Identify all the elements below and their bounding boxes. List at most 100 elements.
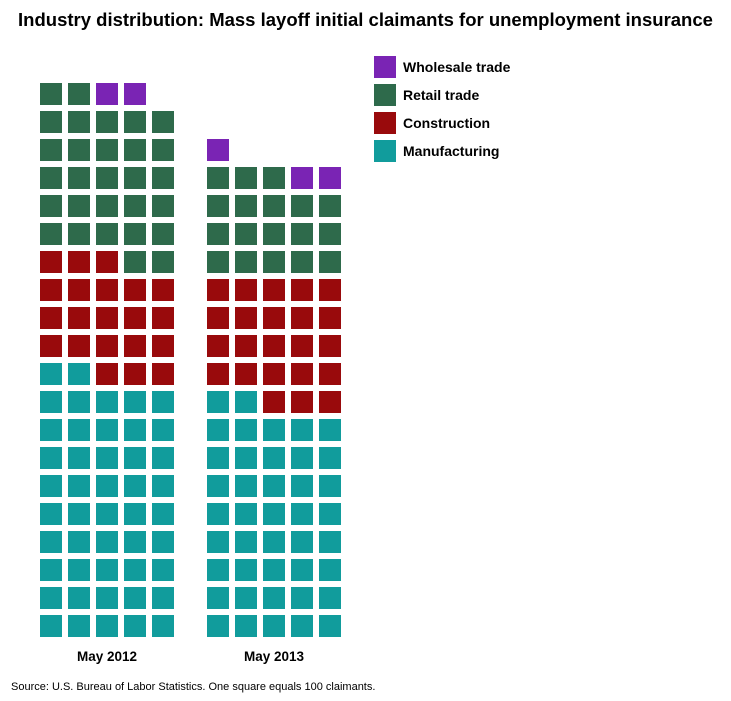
square-manufacturing-may-2012 (124, 531, 146, 553)
square-retail-trade-may-2013 (207, 251, 229, 273)
square-manufacturing-may-2013 (263, 559, 285, 581)
square-manufacturing-may-2013 (235, 475, 257, 497)
square-retail-trade-may-2012 (40, 111, 62, 133)
square-construction-may-2013 (207, 307, 229, 329)
square-manufacturing-may-2012 (152, 531, 174, 553)
square-manufacturing-may-2013 (235, 419, 257, 441)
square-manufacturing-may-2013 (263, 503, 285, 525)
square-manufacturing-may-2012 (96, 587, 118, 609)
square-construction-may-2012 (68, 335, 90, 357)
square-wholesale-trade-may-2012 (96, 83, 118, 105)
square-manufacturing-may-2012 (96, 419, 118, 441)
square-retail-trade-may-2012 (96, 111, 118, 133)
square-construction-may-2013 (319, 335, 341, 357)
square-manufacturing-may-2013 (235, 391, 257, 413)
square-manufacturing-may-2012 (40, 587, 62, 609)
square-manufacturing-may-2013 (291, 419, 313, 441)
square-manufacturing-may-2012 (152, 419, 174, 441)
square-manufacturing-may-2013 (263, 615, 285, 637)
square-construction-may-2013 (291, 307, 313, 329)
square-manufacturing-may-2013 (319, 531, 341, 553)
square-manufacturing-may-2012 (124, 447, 146, 469)
square-manufacturing-may-2012 (96, 475, 118, 497)
square-manufacturing-may-2012 (68, 559, 90, 581)
square-manufacturing-may-2013 (235, 615, 257, 637)
square-retail-trade-may-2013 (207, 195, 229, 217)
square-manufacturing-may-2013 (235, 531, 257, 553)
square-retail-trade-may-2012 (152, 223, 174, 245)
source-note: Source: U.S. Bureau of Labor Statistics.… (11, 681, 376, 693)
square-manufacturing-may-2012 (40, 559, 62, 581)
square-retail-trade-may-2012 (96, 167, 118, 189)
square-manufacturing-may-2012 (124, 419, 146, 441)
square-construction-may-2012 (152, 307, 174, 329)
square-construction-may-2013 (319, 363, 341, 385)
square-retail-trade-may-2012 (152, 111, 174, 133)
square-construction-may-2012 (40, 251, 62, 273)
square-manufacturing-may-2013 (263, 531, 285, 553)
legend-swatch-construction (374, 112, 396, 134)
square-retail-trade-may-2012 (124, 167, 146, 189)
square-manufacturing-may-2012 (124, 615, 146, 637)
square-manufacturing-may-2012 (68, 615, 90, 637)
legend-label-construction: Construction (403, 115, 490, 131)
square-retail-trade-may-2012 (152, 251, 174, 273)
square-manufacturing-may-2012 (152, 503, 174, 525)
square-manufacturing-may-2012 (68, 419, 90, 441)
square-construction-may-2012 (124, 279, 146, 301)
square-manufacturing-may-2012 (40, 503, 62, 525)
square-manufacturing-may-2013 (291, 615, 313, 637)
square-manufacturing-may-2013 (207, 391, 229, 413)
square-retail-trade-may-2012 (124, 223, 146, 245)
square-retail-trade-may-2012 (96, 139, 118, 161)
square-retail-trade-may-2013 (263, 167, 285, 189)
x-tick-label: May 2012 (77, 649, 137, 664)
square-manufacturing-may-2013 (319, 559, 341, 581)
square-manufacturing-may-2013 (319, 419, 341, 441)
legend-label-manufacturing: Manufacturing (403, 143, 499, 159)
square-manufacturing-may-2013 (207, 531, 229, 553)
square-retail-trade-may-2012 (124, 139, 146, 161)
square-manufacturing-may-2013 (319, 615, 341, 637)
square-manufacturing-may-2012 (96, 503, 118, 525)
square-manufacturing-may-2012 (96, 447, 118, 469)
square-retail-trade-may-2013 (207, 223, 229, 245)
square-manufacturing-may-2013 (235, 559, 257, 581)
square-construction-may-2012 (96, 279, 118, 301)
square-retail-trade-may-2013 (207, 167, 229, 189)
square-construction-may-2013 (235, 335, 257, 357)
square-construction-may-2013 (235, 363, 257, 385)
square-retail-trade-may-2013 (291, 195, 313, 217)
square-manufacturing-may-2013 (263, 475, 285, 497)
square-manufacturing-may-2013 (207, 503, 229, 525)
x-tick-labels: May 2012 May 2013 (77, 649, 305, 664)
square-retail-trade-may-2012 (40, 195, 62, 217)
square-wholesale-trade-may-2013 (319, 167, 341, 189)
square-construction-may-2012 (152, 335, 174, 357)
square-retail-trade-may-2013 (235, 195, 257, 217)
square-manufacturing-may-2012 (124, 503, 146, 525)
square-construction-may-2013 (291, 335, 313, 357)
square-manufacturing-may-2013 (291, 475, 313, 497)
square-retail-trade-may-2012 (40, 83, 62, 105)
square-manufacturing-may-2012 (96, 559, 118, 581)
square-retail-trade-may-2012 (68, 139, 90, 161)
square-manufacturing-may-2012 (68, 363, 90, 385)
legend-swatch-retail-trade (374, 84, 396, 106)
square-manufacturing-may-2012 (68, 475, 90, 497)
square-retail-trade-may-2013 (235, 223, 257, 245)
square-manufacturing-may-2013 (263, 587, 285, 609)
square-construction-may-2012 (68, 279, 90, 301)
square-manufacturing-may-2012 (40, 391, 62, 413)
square-manufacturing-may-2012 (96, 391, 118, 413)
square-retail-trade-may-2012 (96, 195, 118, 217)
square-construction-may-2012 (40, 307, 62, 329)
square-manufacturing-may-2013 (263, 447, 285, 469)
square-retail-trade-may-2013 (319, 195, 341, 217)
square-retail-trade-may-2012 (40, 223, 62, 245)
x-tick-label: May 2013 (244, 649, 305, 664)
square-manufacturing-may-2013 (319, 503, 341, 525)
square-construction-may-2012 (124, 363, 146, 385)
square-manufacturing-may-2013 (207, 447, 229, 469)
square-construction-may-2013 (319, 279, 341, 301)
